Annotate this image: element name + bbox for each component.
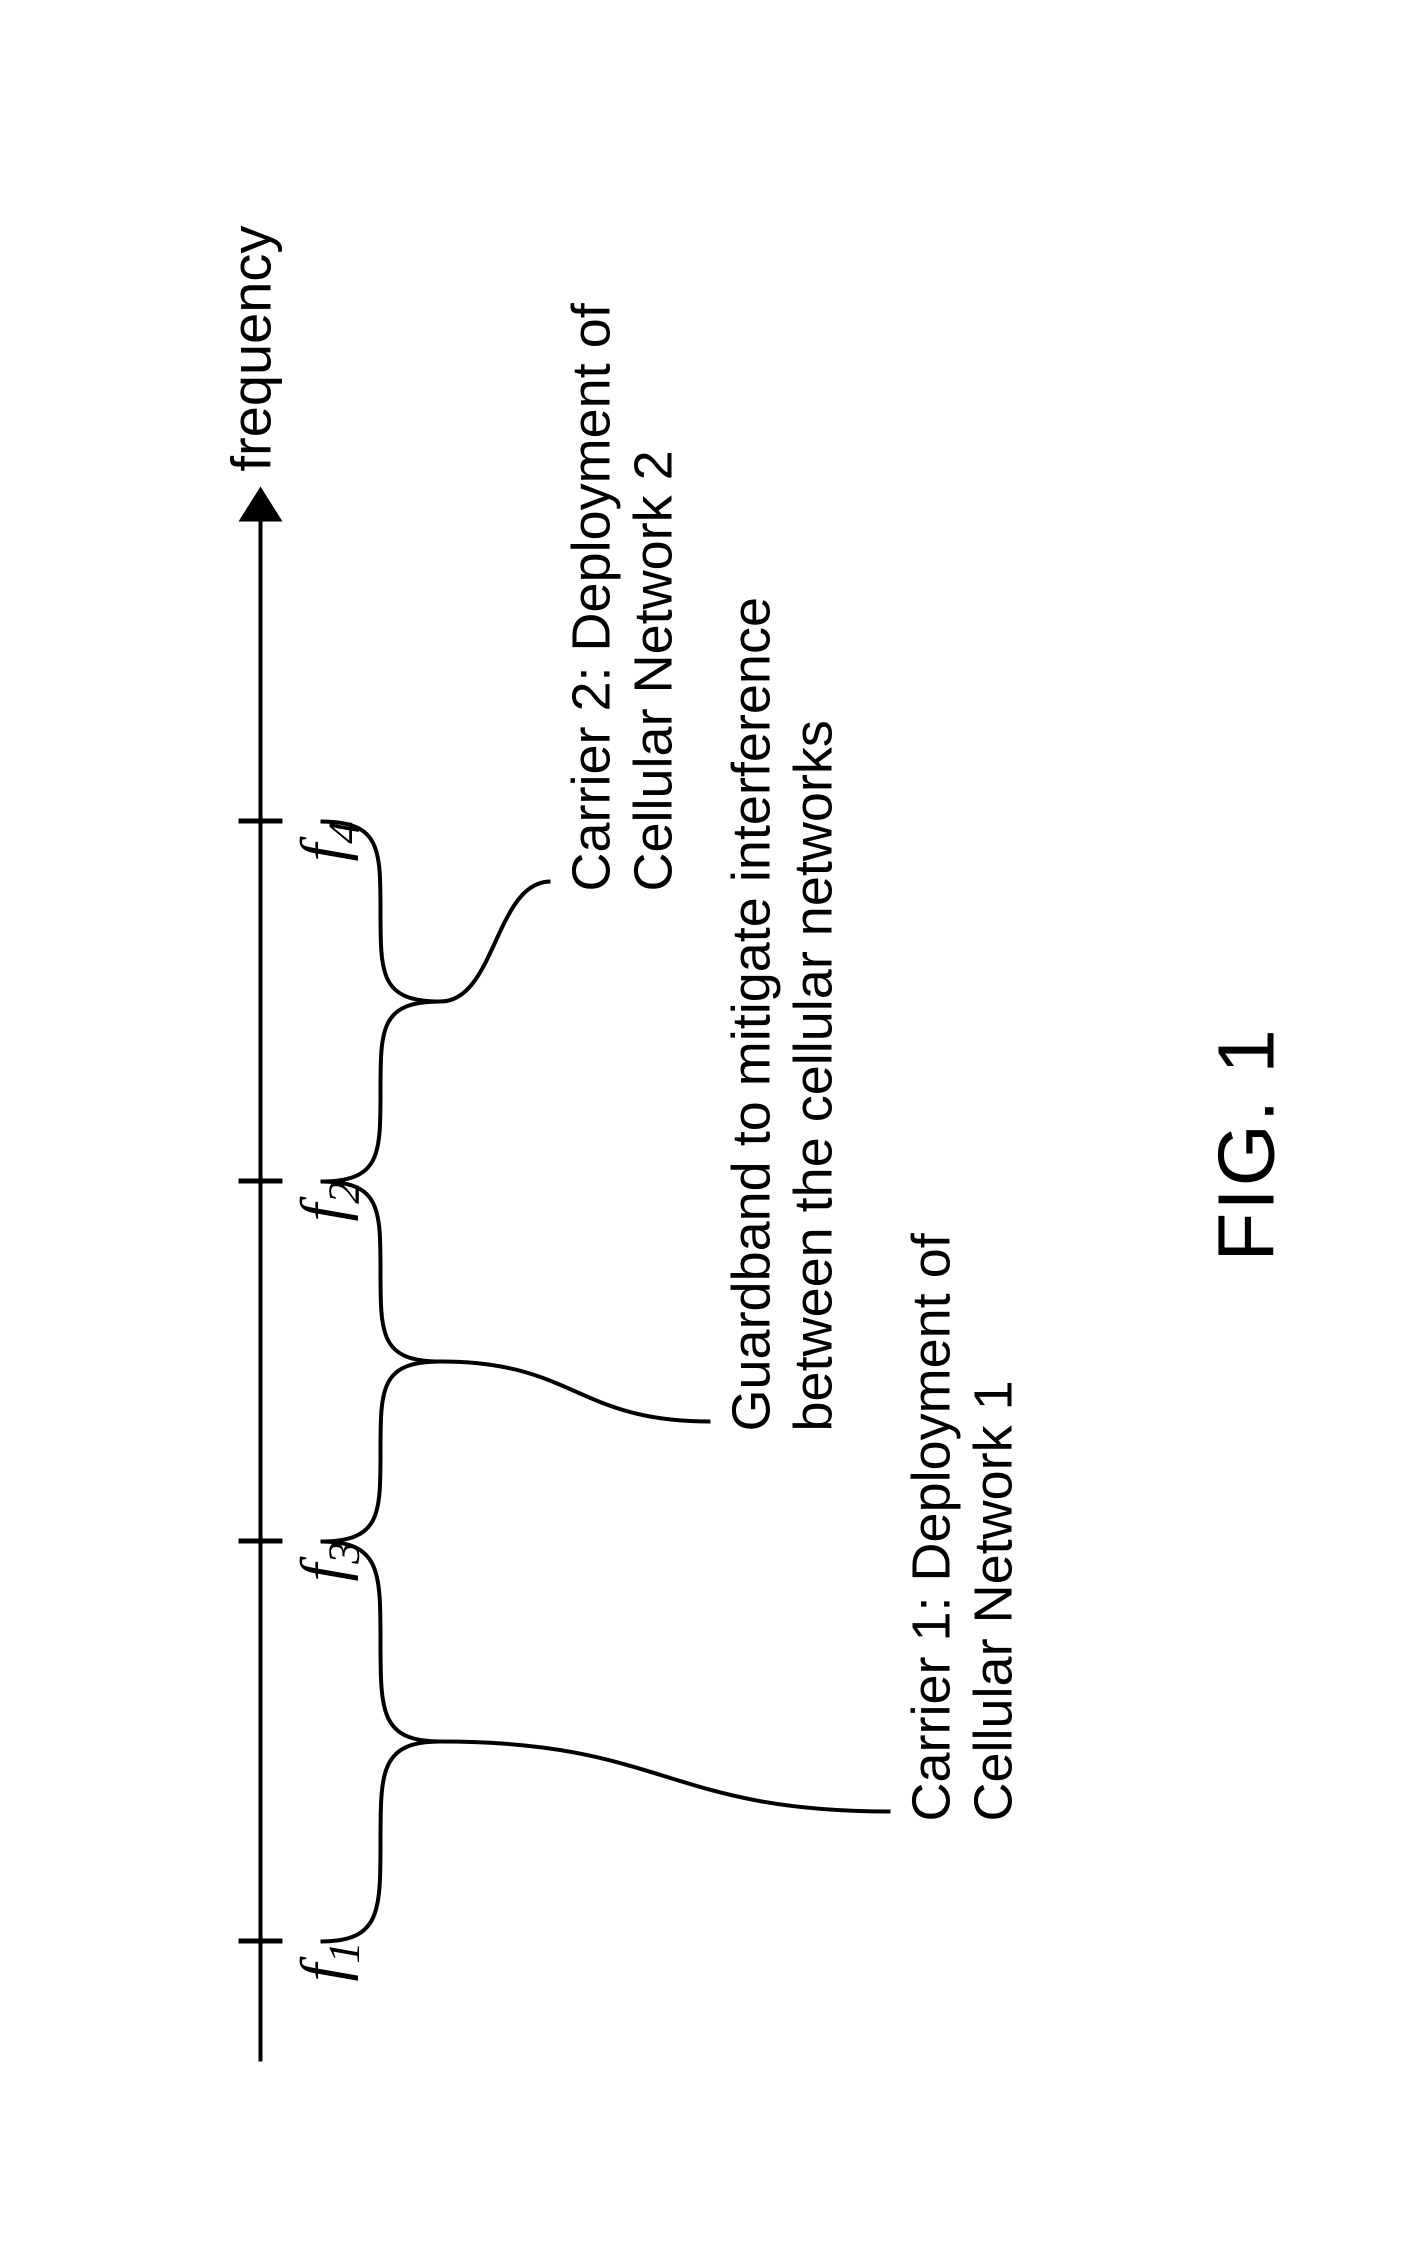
brace-label-guardband: Guardband to mitigate interferencebetwee… [720, 597, 844, 1432]
page: frequency f1f3f2f4 Carrier 1: Deployment… [0, 0, 1414, 2241]
brace-carrier1 [320, 1541, 440, 1941]
brace-connector-guardband [440, 1361, 710, 1421]
brace-label-carrier2: Carrier 2: Deployment ofCellular Network… [560, 303, 684, 891]
brace-label-carrier1: Carrier 1: Deployment ofCellular Network… [900, 1233, 1024, 1821]
brace-connector-carrier1 [440, 1741, 890, 1811]
figure-label: FIG. 1 [1200, 1027, 1292, 1261]
brace-connector-carrier2 [440, 881, 550, 1001]
brace-guardband [320, 1181, 440, 1541]
frequency-diagram: frequency f1f3f2f4 Carrier 1: Deployment… [0, 0, 1414, 2241]
brace-carrier2 [320, 821, 440, 1181]
